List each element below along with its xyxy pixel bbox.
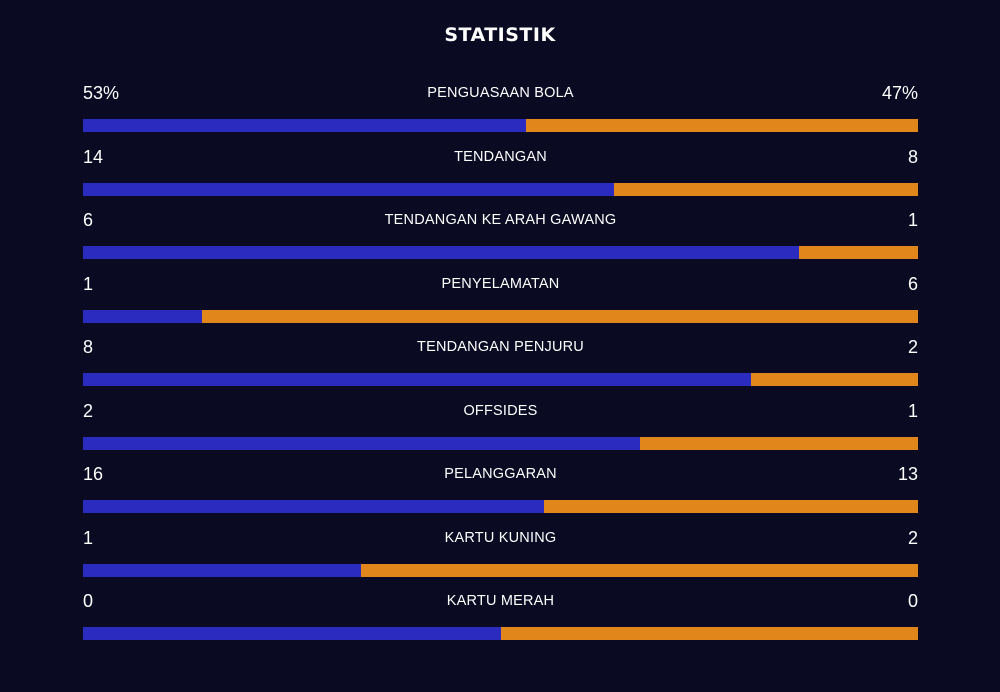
stat-label: TENDANGAN PENJURU xyxy=(417,339,584,355)
stat-label: TENDANGAN xyxy=(454,148,547,165)
away-bar-segment xyxy=(798,246,918,259)
stat-label: PELANGGARAN xyxy=(444,466,557,482)
stat-header: 0 KARTU MERAH 0 xyxy=(83,588,918,614)
away-value: 13 xyxy=(897,464,918,484)
stat-row: 16 PELANGGARAN 13 xyxy=(83,461,918,525)
stat-label: KARTU MERAH xyxy=(446,593,555,609)
away-value: 0 xyxy=(907,591,918,611)
home-bar-segment xyxy=(83,119,526,132)
home-value: 16 xyxy=(83,464,104,484)
away-value: 1 xyxy=(907,400,918,421)
away-value: 47% xyxy=(881,83,918,103)
home-value: 14 xyxy=(83,146,104,167)
away-bar-segment xyxy=(500,627,918,640)
comparison-bar xyxy=(83,182,918,196)
stat-header: 14 TENDANGAN 8 xyxy=(83,144,918,170)
comparison-bar xyxy=(83,563,918,577)
comparison-bar xyxy=(83,119,918,132)
comparison-bar xyxy=(83,500,918,513)
home-value: 8 xyxy=(83,337,94,357)
stat-header: 1 KARTU KUNING 2 xyxy=(83,525,918,551)
home-bar-segment xyxy=(83,246,799,259)
away-bar-segment xyxy=(361,563,918,577)
stat-header: 1 PENYELAMATAN 6 xyxy=(83,271,918,297)
stat-header: 2 OFFSIDES 1 xyxy=(83,398,918,424)
stat-row: 14 TENDANGAN 8 xyxy=(83,144,918,208)
home-bar-segment xyxy=(83,436,640,450)
away-value: 2 xyxy=(907,527,918,548)
comparison-bar xyxy=(83,246,918,259)
stat-label: PENGUASAAN BOLA xyxy=(427,85,574,101)
stat-label: KARTU KUNING xyxy=(444,529,557,546)
away-bar-segment xyxy=(639,436,918,450)
comparison-bar xyxy=(83,627,918,640)
comparison-bar xyxy=(83,436,918,450)
stat-row: 8 TENDANGAN PENJURU 2 xyxy=(83,334,918,398)
stat-row: 2 OFFSIDES 1 xyxy=(83,398,918,462)
home-value: 0 xyxy=(83,591,94,611)
home-bar-segment xyxy=(83,309,203,323)
home-value: 1 xyxy=(83,527,94,548)
away-value: 1 xyxy=(907,210,918,230)
home-value: 6 xyxy=(83,210,94,230)
page-title: STATISTIK xyxy=(444,24,556,46)
home-bar-segment xyxy=(83,627,501,640)
home-bar-segment xyxy=(83,500,544,513)
stat-header: 16 PELANGGARAN 13 xyxy=(83,461,918,487)
stat-row: 6 TENDANGAN KE ARAH GAWANG 1 xyxy=(83,207,918,271)
home-value: 53% xyxy=(83,83,120,103)
away-bar-segment xyxy=(751,373,918,386)
away-value: 6 xyxy=(907,273,918,294)
comparison-bar xyxy=(83,309,918,323)
away-value: 8 xyxy=(907,146,918,167)
away-value: 2 xyxy=(907,337,918,357)
home-bar-segment xyxy=(83,373,751,386)
stat-header: 8 TENDANGAN PENJURU 2 xyxy=(83,334,918,360)
away-bar-segment xyxy=(202,309,918,323)
home-value: 1 xyxy=(83,273,94,294)
stat-header: 53% PENGUASAAN BOLA 47% xyxy=(83,80,918,106)
home-bar-segment xyxy=(83,182,615,196)
stat-row: 1 PENYELAMATAN 6 xyxy=(83,271,918,335)
stat-row: 0 KARTU MERAH 0 xyxy=(83,588,918,652)
comparison-bar xyxy=(83,373,918,386)
home-bar-segment xyxy=(83,563,362,577)
away-bar-segment xyxy=(525,119,918,132)
stat-label: PENYELAMATAN xyxy=(441,275,560,292)
away-bar-segment xyxy=(543,500,918,513)
home-value: 2 xyxy=(83,400,94,421)
away-bar-segment xyxy=(614,182,918,196)
stat-row: 53% PENGUASAAN BOLA 47% xyxy=(83,80,918,144)
stat-header: 6 TENDANGAN KE ARAH GAWANG 1 xyxy=(83,207,918,233)
stat-label: TENDANGAN KE ARAH GAWANG xyxy=(384,212,617,228)
stat-row: 1 KARTU KUNING 2 xyxy=(83,525,918,589)
stats-list: 53% PENGUASAAN BOLA 47% 14 TENDANGAN 8 6 TENDAN… xyxy=(83,80,918,652)
stat-label: OFFSIDES xyxy=(463,402,538,419)
